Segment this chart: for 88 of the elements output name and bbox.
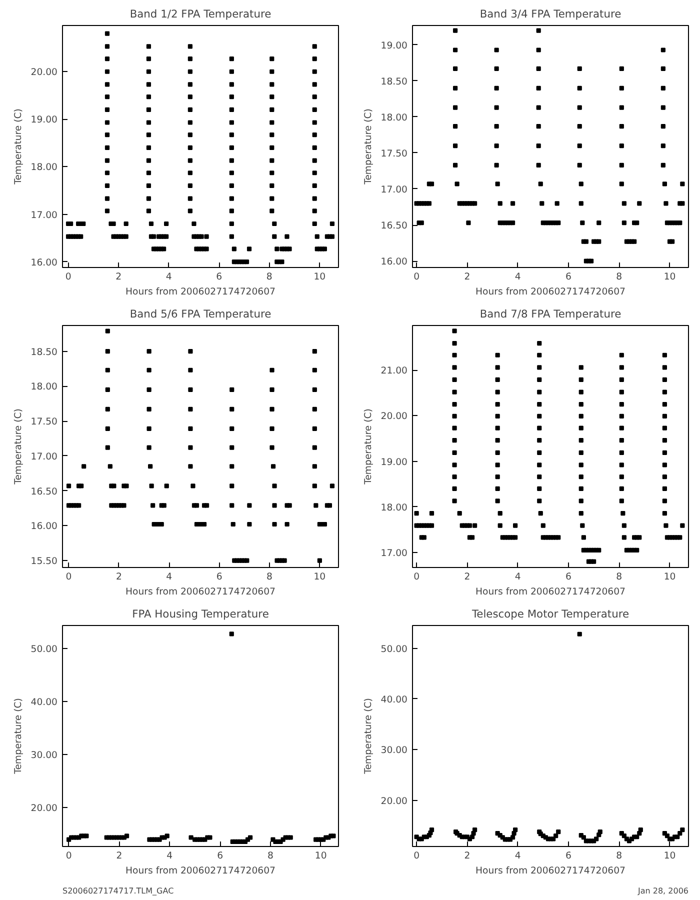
y-tick-label: 18.00 [30,162,58,174]
x-tick-label: 10 [664,850,676,862]
x-axis-title: Hours from 2006027174720607 [126,866,276,876]
x-tick-label: 8 [616,272,622,282]
y-tick-label: 19.00 [380,40,408,52]
y-tick-label: 17.50 [30,416,58,428]
x-tick-label: 2 [116,272,122,282]
x-tick-label: 10 [664,572,676,582]
x-tick-label: 0 [65,272,72,282]
x-tick-label: 2 [464,572,470,582]
y-axis-title: Temperature (C) [362,698,374,775]
y-axis-title: Temperature (C) [12,408,24,486]
y-tick-label: 20.00 [30,802,58,814]
y-axis-title: Temperature (C) [362,408,374,486]
y-tick-label: 50.00 [380,644,408,655]
x-tick-label: 8 [616,572,622,582]
x-tick-label: 4 [514,272,521,282]
chart-title: Telescope Motor Temperature [470,608,630,620]
y-tick-label: 18.00 [30,382,58,393]
y-tick-label: 21.00 [380,366,408,377]
x-tick-label: 2 [116,850,122,862]
x-tick-label: 4 [514,572,521,582]
x-tick-label: 6 [217,850,224,862]
y-tick-label: 16.00 [380,256,408,268]
y-tick-label: 16.00 [30,521,58,532]
chart-title: Band 1/2 FPA Temperature [130,8,272,20]
x-tick-label: 2 [464,272,470,282]
x-tick-label: 0 [66,850,72,862]
y-tick-label: 18.50 [380,76,408,88]
chart-title: FPA Housing Temperature [132,608,269,620]
chart-title: Band 3/4 FPA Temperature [480,8,622,20]
y-tick-label: 17.00 [380,548,408,559]
x-tick-label: 0 [414,272,420,282]
y-tick-label: 30.00 [30,750,58,761]
chart-title: Band 7/8 FPA Temperature [480,308,622,320]
x-tick-label: 0 [414,572,420,582]
y-tick-label: 20.00 [380,796,408,807]
x-tick-label: 10 [664,272,676,282]
x-axis-title: Hours from 2006027174720607 [476,286,626,298]
y-tick-label: 20.00 [380,411,408,422]
x-tick-label: 6 [566,572,572,582]
y-tick-label: 17.00 [30,210,58,221]
x-axis-title: Hours from 2006027174720607 [126,586,276,598]
x-axis-title: Hours from 2006027174720607 [126,286,276,298]
y-axis-title: Temperature (C) [12,698,24,775]
x-tick-label: 8 [616,850,622,862]
y-tick-label: 40.00 [380,694,408,706]
x-tick-label: 6 [216,272,222,282]
x-tick-label: 2 [116,572,122,582]
y-axis-title: Temperature (C) [12,108,24,186]
x-tick-label: 8 [266,572,273,582]
x-tick-label: 6 [566,850,572,862]
y-tick-label: 17.00 [380,184,408,196]
x-tick-label: 0 [414,850,420,862]
y-tick-label: 19.00 [380,456,408,468]
y-tick-label: 16.00 [30,257,58,268]
x-tick-label: 4 [166,272,172,282]
y-tick-label: 20.00 [30,67,58,78]
x-tick-label: 8 [266,272,272,282]
text: Jan 28, 2006 [637,886,688,896]
y-tick-label: 16.50 [380,220,408,232]
y-tick-label: 15.50 [30,556,58,568]
x-axis-title: Hours from 2006027174720607 [476,866,626,876]
y-tick-label: 19.00 [30,114,58,126]
y-tick-label: 30.00 [380,745,408,756]
x-tick-label: 4 [166,572,172,582]
x-tick-label: 6 [566,272,572,282]
y-tick-label: 18.00 [380,502,408,514]
x-axis-title: Hours from 2006027174720607 [476,586,626,598]
x-tick-label: 0 [66,572,72,582]
x-tick-label: 4 [514,850,521,862]
x-tick-label: 2 [464,850,470,862]
chart-title: Band 5/6 FPA Temperature [130,308,272,320]
x-tick-label: 8 [267,850,274,862]
x-tick-label: 10 [314,850,327,862]
x-tick-label: 10 [314,572,326,582]
y-tick-label: 16.50 [30,486,58,498]
y-tick-label: 17.50 [380,148,408,160]
text: S2006027174717.TLM_GAC [62,886,174,896]
x-tick-label: 6 [216,572,222,582]
y-axis-title: Temperature (C) [362,108,374,186]
y-tick-label: 18.00 [380,112,408,124]
x-tick-label: 4 [166,850,173,862]
y-tick-label: 40.00 [30,696,58,708]
y-tick-label: 50.00 [30,644,58,655]
x-tick-label: 10 [314,272,326,282]
y-tick-label: 17.00 [30,451,58,462]
y-tick-label: 18.50 [30,346,58,358]
